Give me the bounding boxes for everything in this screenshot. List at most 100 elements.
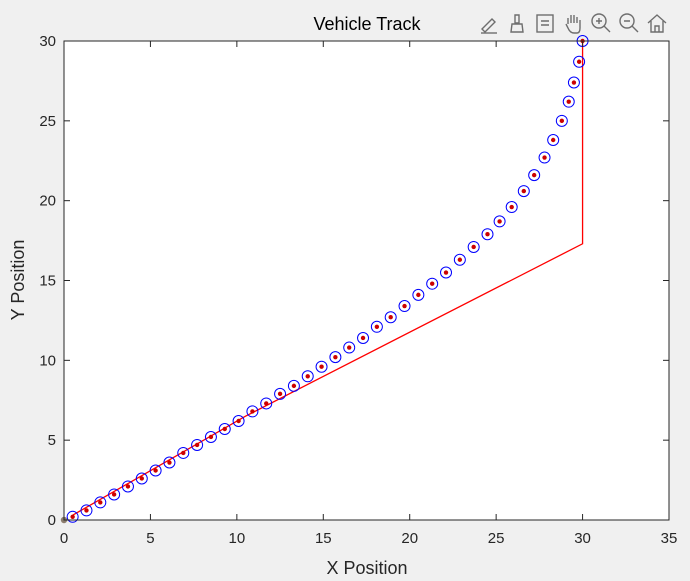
track-point-circle — [481, 228, 494, 241]
track-point-dot — [566, 99, 571, 104]
track-point-circle — [315, 360, 328, 373]
track-point-dot — [194, 442, 200, 448]
track-point-dot — [550, 137, 556, 143]
track-point-dot — [111, 492, 117, 497]
track-point-dot — [222, 426, 227, 432]
track-point-dot — [521, 188, 526, 194]
track-point-dot — [402, 303, 407, 309]
track-point-dot — [471, 244, 476, 250]
track-point-dot — [84, 508, 89, 513]
track-point-circle — [426, 277, 439, 290]
zoom-in-icon[interactable] — [590, 12, 612, 34]
track-point-circle — [191, 438, 204, 451]
x-tick-label: 0 — [60, 530, 68, 547]
track-point-dot — [388, 315, 393, 320]
track-point-circle — [274, 387, 287, 400]
track-point-circle — [163, 456, 176, 469]
x-tick-label: 20 — [401, 530, 418, 547]
track-point-dot — [277, 391, 283, 397]
track-point-circle — [246, 405, 259, 418]
track-point-dot — [360, 335, 366, 341]
track-point-dot — [167, 460, 172, 465]
track-point-dot — [347, 345, 352, 350]
home-icon[interactable] — [646, 12, 668, 34]
track-point-circle — [80, 504, 93, 517]
track-point-circle — [260, 397, 273, 410]
track-point-circle — [357, 331, 370, 344]
track-point-circle — [94, 496, 107, 509]
y-tick-label: 0 — [48, 512, 56, 529]
track-point-circle — [66, 510, 79, 523]
y-tick-label: 5 — [48, 432, 56, 449]
track-point-dot — [416, 292, 421, 298]
track-point-dot — [319, 364, 324, 369]
y-tick-label: 20 — [39, 193, 56, 210]
track-point-circle — [343, 341, 356, 354]
track-point-circle — [555, 114, 568, 127]
track-point-dot — [264, 401, 269, 406]
track-point-dot — [542, 155, 547, 160]
track-point-circle — [135, 472, 148, 485]
track-point-circle — [573, 55, 586, 68]
track-point-circle — [177, 446, 190, 459]
x-tick-label: 30 — [574, 530, 591, 547]
track-point-circle — [232, 415, 245, 428]
x-tick-label: 5 — [146, 530, 154, 547]
track-point-circle — [567, 76, 580, 89]
track-point-circle — [440, 266, 453, 279]
x-tick-label: 35 — [661, 530, 678, 547]
track-point-dot — [457, 257, 463, 262]
track-point-dot — [208, 434, 214, 440]
ticks-layer: 0 5 10 15 20 25 30 35 0 5 10 15 20 25 30 — [39, 33, 677, 547]
track-point-dot — [305, 374, 310, 379]
track-point-dot — [291, 383, 297, 389]
track-point-circle — [218, 422, 231, 435]
track-point-circle — [204, 430, 217, 443]
track-point-circle — [528, 169, 541, 182]
track-point-circle — [108, 488, 121, 501]
track-point-circle — [398, 300, 411, 313]
axes-toolbar — [478, 12, 668, 34]
track-point-dot — [374, 324, 380, 330]
y-tick-label: 25 — [39, 113, 56, 130]
track-point-circle — [287, 379, 300, 392]
track-point-dot — [429, 281, 435, 286]
track-point-circle — [453, 253, 466, 266]
track-point-circle — [547, 133, 560, 146]
track-point-dot — [443, 270, 449, 275]
plot-layer — [60, 35, 589, 524]
track-point-dot — [509, 204, 514, 210]
track-point-circle — [467, 240, 480, 253]
track-point-dot — [485, 231, 490, 237]
track-point-dot — [125, 484, 131, 489]
track-point-dot — [98, 500, 103, 505]
track-point-circle — [121, 480, 134, 493]
track-point-dot — [571, 80, 577, 85]
track-point-dot — [531, 172, 537, 178]
x-axis-label: X Position — [326, 558, 407, 578]
track-point-circle — [562, 95, 575, 108]
track-point-circle — [370, 320, 383, 333]
track-point-circle — [517, 185, 530, 198]
data-cursor-icon[interactable] — [534, 12, 556, 34]
track-point-circle — [384, 311, 397, 324]
track-point-dot — [70, 514, 75, 520]
track-point-dot — [576, 59, 582, 64]
track-point-dot — [153, 468, 158, 473]
track-point-circle — [301, 370, 314, 383]
zoom-out-icon[interactable] — [618, 12, 640, 34]
track-point-dot — [250, 409, 255, 414]
track-point-circle — [329, 351, 342, 364]
track-point-dot — [333, 354, 338, 360]
track-point-dot — [559, 118, 565, 124]
brush-icon[interactable] — [506, 12, 528, 34]
chart-title: Vehicle Track — [313, 14, 421, 34]
track-point-circle — [493, 215, 506, 228]
track-point-circle — [538, 151, 551, 164]
track-point-circle — [149, 464, 162, 477]
x-tick-label: 15 — [315, 530, 332, 547]
x-tick-label: 10 — [229, 530, 246, 547]
edit-plot-icon[interactable] — [478, 12, 500, 34]
pan-icon[interactable] — [562, 12, 584, 34]
